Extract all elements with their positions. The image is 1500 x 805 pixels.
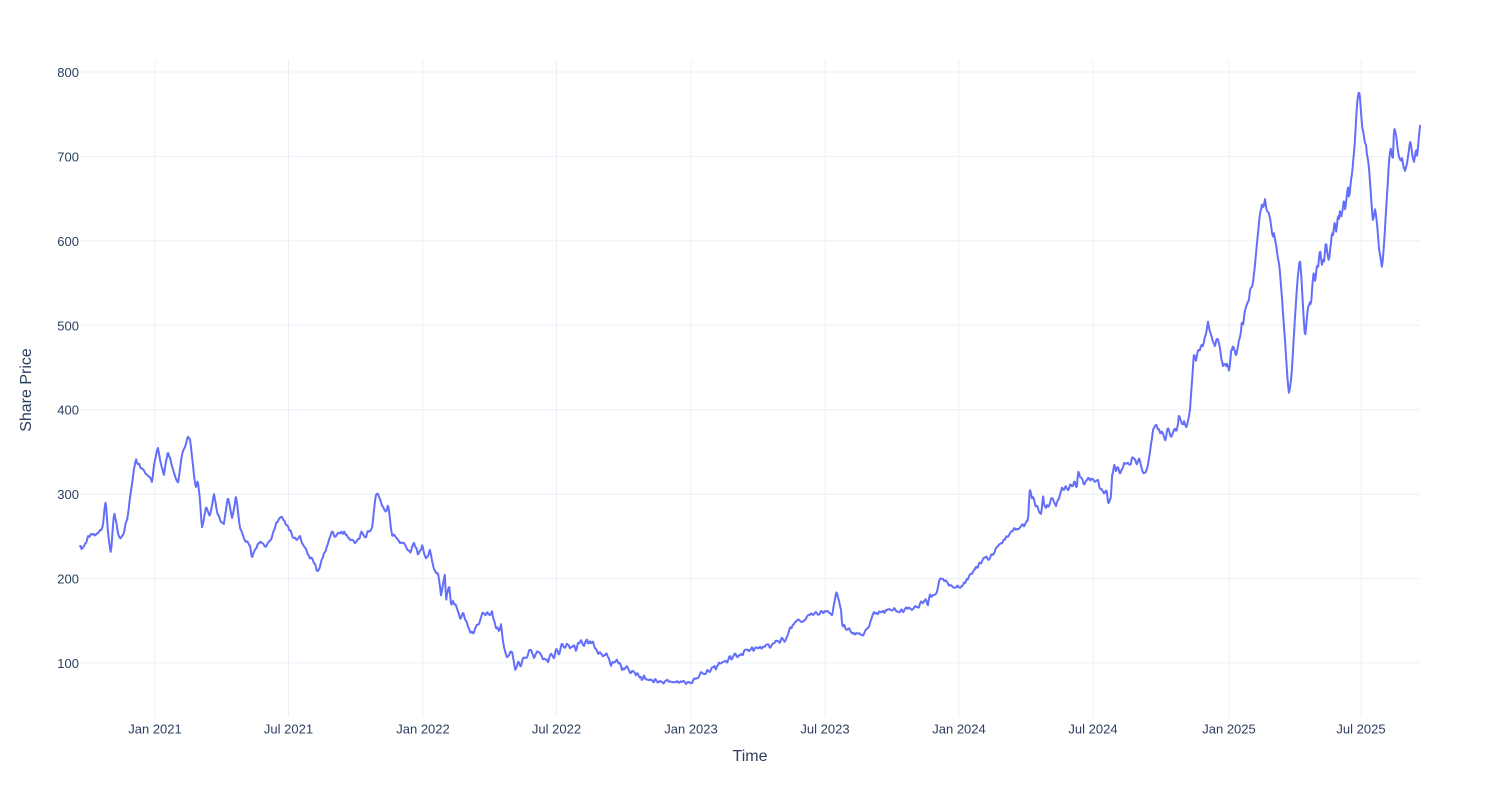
svg-text:300: 300 [57, 487, 79, 502]
svg-text:Jul 2024: Jul 2024 [1068, 722, 1117, 737]
svg-text:Jan 2025: Jan 2025 [1202, 722, 1256, 737]
svg-text:100: 100 [57, 656, 79, 671]
svg-text:800: 800 [57, 65, 79, 80]
svg-text:700: 700 [57, 149, 79, 164]
svg-text:Jul 2025: Jul 2025 [1336, 722, 1385, 737]
svg-text:Jul 2021: Jul 2021 [264, 722, 313, 737]
svg-text:Jul 2022: Jul 2022 [532, 722, 581, 737]
svg-text:Jan 2021: Jan 2021 [128, 722, 182, 737]
svg-text:Jan 2023: Jan 2023 [664, 722, 718, 737]
svg-text:400: 400 [57, 403, 79, 418]
svg-text:Jan 2024: Jan 2024 [932, 722, 986, 737]
svg-text:500: 500 [57, 318, 79, 333]
svg-text:200: 200 [57, 572, 79, 587]
svg-text:Share Price: Share Price [18, 348, 35, 432]
svg-text:600: 600 [57, 234, 79, 249]
svg-text:Time: Time [733, 748, 768, 765]
svg-text:Jan 2022: Jan 2022 [396, 722, 450, 737]
svg-text:Jul 2023: Jul 2023 [800, 722, 849, 737]
